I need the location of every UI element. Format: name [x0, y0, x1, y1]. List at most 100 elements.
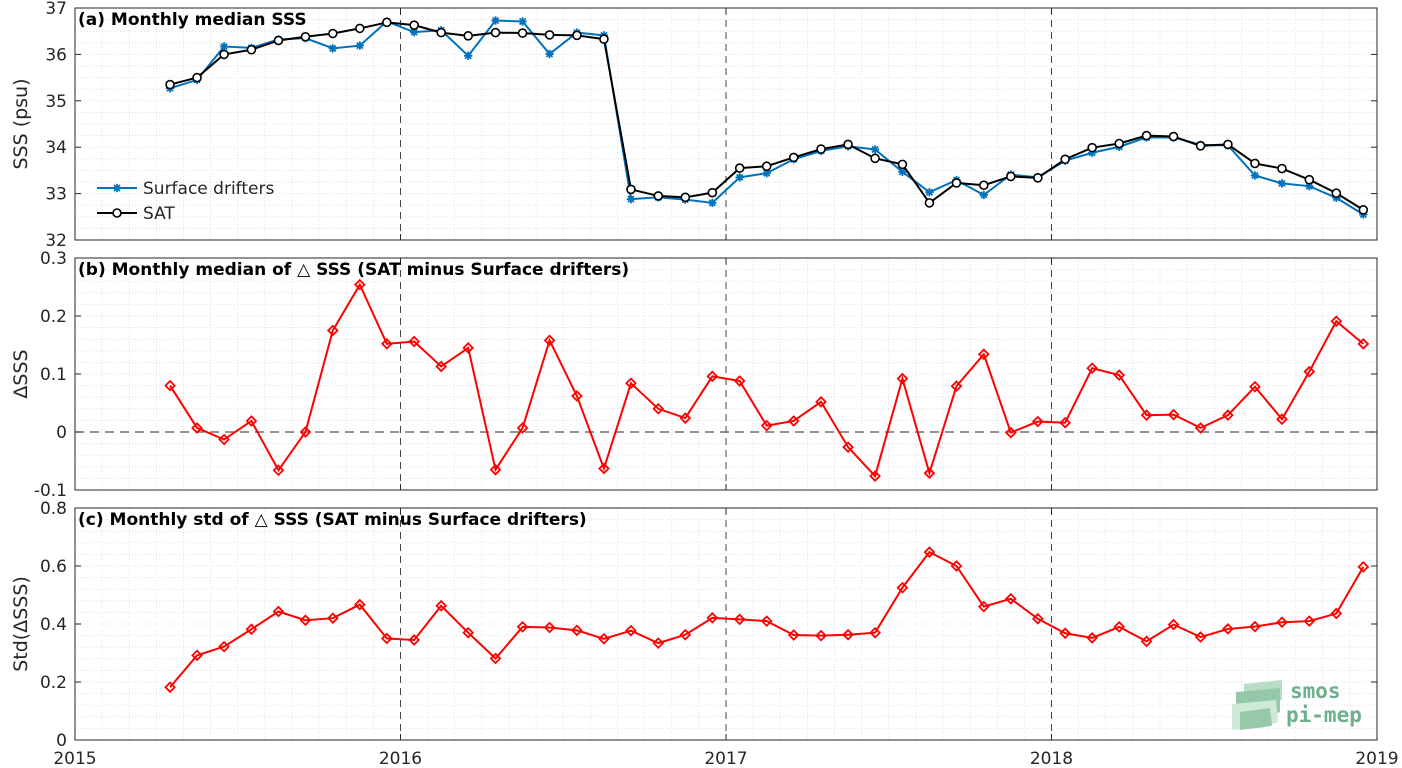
y-axis-label: SSS (psu): [10, 78, 32, 169]
data-point: [1167, 618, 1180, 631]
data-point: [219, 49, 229, 60]
y-tick-label: 0.4: [40, 615, 67, 635]
data-point: [272, 605, 285, 618]
data-point: [164, 681, 176, 694]
panel-title: (b) Monthly median of △ SSS (SAT minus S…: [78, 260, 629, 280]
data-point: [1303, 365, 1316, 378]
data-point: [327, 28, 338, 39]
logo-emblem: [1232, 680, 1282, 730]
data-point: [787, 415, 800, 427]
data-point: [1358, 205, 1369, 215]
data-point: [1276, 616, 1288, 629]
data-point: [1141, 130, 1152, 141]
data-point: [760, 615, 773, 627]
data-point: [979, 190, 988, 200]
data-point: [1250, 171, 1260, 180]
data-point: [653, 191, 664, 201]
legend-label: Surface drifters: [143, 179, 274, 199]
data-point: [1194, 631, 1207, 643]
data-point: [708, 198, 717, 208]
series-line: [169, 550, 1365, 688]
data-point: [1140, 635, 1153, 648]
panel-title: (a) Monthly median SSS: [78, 10, 307, 30]
data-point: [462, 342, 475, 354]
y-tick-label: 0.6: [40, 557, 67, 577]
data-point: [571, 390, 583, 402]
data-point: [355, 41, 365, 50]
data-point: [787, 629, 800, 641]
data-point: [245, 623, 258, 636]
data-point: [733, 613, 746, 626]
data-point: [299, 426, 312, 438]
smos-pi-mep-logo: smos pi-mep: [1232, 679, 1362, 730]
data-point: [816, 144, 826, 154]
data-point: [218, 433, 230, 446]
data-point: [1167, 408, 1180, 421]
data-point: [1249, 620, 1261, 633]
data-point: [707, 187, 718, 198]
x-tick-label: 2015: [53, 749, 96, 768]
series-delta-0: [164, 546, 1370, 694]
data-point: [1330, 315, 1343, 328]
y-tick-label: 35: [45, 92, 67, 112]
legend: Surface drifters SAT: [97, 179, 274, 224]
data-point: [328, 44, 337, 53]
data-point: [760, 419, 773, 432]
y-tick-label: 0.8: [40, 499, 67, 519]
data-point: [464, 51, 473, 60]
data-point: [435, 599, 448, 612]
data-point: [435, 360, 448, 373]
panel-b: -0.1 0 0.1 0.2 0.3 ΔSSS (b) Monthly median of …: [10, 249, 1378, 501]
data-point: [1059, 416, 1072, 429]
x-tick-label: 2017: [704, 749, 747, 768]
data-point: [680, 192, 691, 203]
data-point: [1250, 158, 1260, 169]
major-grid: [400, 8, 1052, 240]
data-point: [735, 173, 744, 182]
data-point: [165, 79, 175, 90]
data-point: [164, 379, 176, 392]
data-point: [382, 17, 392, 28]
data-point: [380, 337, 393, 350]
data-point: [925, 188, 934, 197]
data-point: [1086, 362, 1099, 375]
data-point: [951, 178, 962, 188]
data-point: [299, 614, 312, 627]
y-tick-label: 0.1: [40, 365, 67, 385]
x-tick-label: 2018: [1030, 749, 1073, 768]
data-point: [679, 412, 692, 424]
data-point: [1031, 415, 1044, 428]
data-point: [897, 159, 908, 170]
data-point: [1304, 174, 1315, 185]
data-point: [491, 16, 500, 25]
x-tick-label: 2019: [1355, 749, 1398, 768]
data-point: [408, 634, 421, 646]
data-point: [543, 334, 556, 347]
data-point: [869, 626, 881, 639]
data-point: [1004, 592, 1017, 605]
data-point: [1113, 621, 1126, 633]
data-point: [571, 624, 583, 637]
data-point: [1222, 623, 1234, 635]
data-point: [679, 628, 692, 641]
data-point: [1114, 138, 1125, 149]
y-tick-label: 34: [45, 138, 67, 158]
data-point: [1330, 607, 1343, 620]
data-point: [219, 42, 229, 51]
data-point: [1277, 163, 1287, 174]
data-point: [1031, 612, 1044, 625]
data-point: [353, 598, 366, 611]
series-line: [169, 282, 1364, 479]
data-point: [545, 49, 554, 59]
data-point: [1277, 179, 1287, 188]
data-point: [733, 375, 746, 387]
data-point: [896, 372, 909, 385]
data-point: [518, 17, 527, 26]
data-point: [409, 27, 419, 37]
data-point: [1113, 369, 1126, 382]
data-point: [815, 629, 827, 642]
data-point: [1086, 632, 1099, 644]
data-point: [625, 377, 637, 390]
data-point: [923, 467, 936, 480]
data-point: [1357, 560, 1370, 573]
